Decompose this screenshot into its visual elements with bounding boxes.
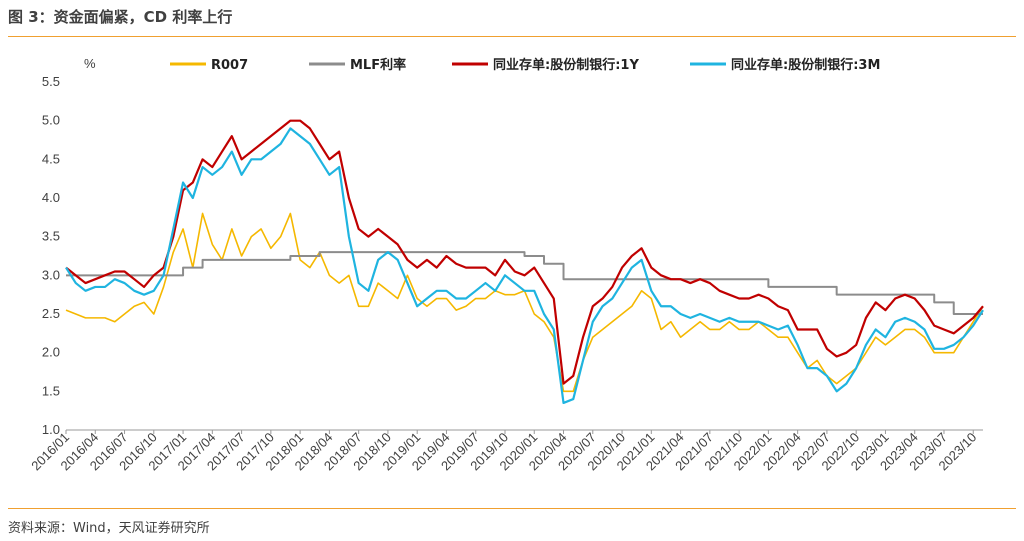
y-tick-label: 1.5 <box>42 383 60 398</box>
y-tick-label: 2.5 <box>42 306 60 321</box>
y-tick-label: 5.0 <box>42 113 60 128</box>
legend-label: R007 <box>211 58 248 73</box>
y-tick-label: 4.5 <box>42 151 60 166</box>
chart-title: 图 3：资金面偏紧，CD 利率上行 <box>8 8 233 26</box>
y-tick-label: 1.0 <box>42 422 60 437</box>
y-tick-label: 3.0 <box>42 267 60 282</box>
legend-label: MLF利率 <box>350 57 406 73</box>
series-line-cd1y <box>65 119 984 385</box>
y-axis: 1.0 1.5 2.0 2.5 3.0 3.5 4.0 4.5 5.0 5.5% <box>42 56 96 437</box>
series-line-cd3m <box>65 127 984 405</box>
legend: R007 MLF利率 同业存单:股份制银行:1Y 同业存单:股份制银行:3M <box>170 57 880 73</box>
y-tick-label: 2.0 <box>42 345 60 360</box>
legend-label: 同业存单:股份制银行:1Y <box>493 57 639 73</box>
x-axis: 2016/012016/042016/072016/102017/012017/… <box>28 429 983 473</box>
series-layer <box>65 119 984 405</box>
y-axis-unit: % <box>84 56 96 71</box>
legend-label: 同业存单:股份制银行:3M <box>731 57 880 73</box>
source-note: 资料来源：Wind，天风证券研究所 <box>8 521 210 536</box>
y-tick-label: 5.5 <box>42 74 60 89</box>
series-line-mlf <box>66 251 983 315</box>
footer-divider <box>8 508 1016 509</box>
series-line-r007 <box>65 212 984 393</box>
y-tick-label: 4.0 <box>42 190 60 205</box>
title-divider <box>8 36 1016 37</box>
y-tick-label: 3.5 <box>42 229 60 244</box>
